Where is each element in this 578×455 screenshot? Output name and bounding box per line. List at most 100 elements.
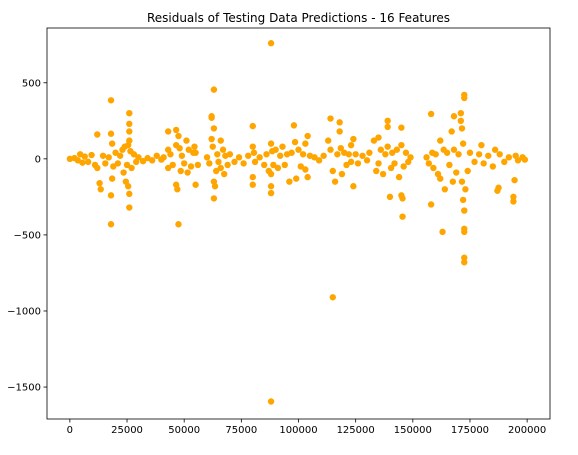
- data-point: [211, 183, 219, 190]
- data-point: [99, 152, 107, 159]
- data-point: [249, 122, 256, 130]
- data-point: [274, 164, 282, 172]
- data-point: [261, 161, 268, 169]
- data-point: [382, 151, 389, 158]
- data-point: [250, 149, 258, 156]
- x-tick-label: 50000: [168, 425, 200, 436]
- data-point: [120, 169, 127, 176]
- data-point: [400, 163, 407, 170]
- data-point: [267, 183, 275, 190]
- data-point: [521, 156, 529, 163]
- data-point: [272, 146, 279, 153]
- data-point: [267, 140, 275, 147]
- data-point: [175, 221, 182, 228]
- data-point: [475, 151, 483, 158]
- data-point: [267, 40, 275, 47]
- data-point: [84, 158, 92, 166]
- data-point: [249, 181, 256, 188]
- data-point: [350, 135, 357, 143]
- data-point: [231, 158, 238, 166]
- data-point: [226, 151, 234, 158]
- data-point: [461, 207, 468, 214]
- data-point: [215, 158, 222, 166]
- data-point: [495, 184, 502, 191]
- data-point: [337, 144, 344, 152]
- data-point: [130, 151, 138, 158]
- y-tick-label: 500: [22, 78, 41, 89]
- data-point: [505, 154, 513, 161]
- data-point: [164, 128, 172, 135]
- data-point: [407, 154, 414, 161]
- data-point: [343, 161, 350, 169]
- data-point: [373, 167, 380, 175]
- data-point: [302, 140, 309, 147]
- data-point: [203, 154, 211, 161]
- data-point: [126, 137, 133, 144]
- x-tick-label: 125000: [337, 425, 375, 436]
- data-point: [126, 204, 133, 211]
- data-point: [191, 143, 198, 150]
- data-point: [267, 398, 275, 405]
- data-point: [128, 164, 135, 172]
- data-point: [462, 186, 469, 193]
- data-point: [427, 201, 435, 208]
- data-point: [290, 122, 298, 129]
- data-point: [325, 137, 332, 144]
- data-point: [459, 140, 467, 147]
- data-point: [461, 254, 468, 261]
- data-point: [174, 186, 181, 193]
- data-point: [184, 169, 191, 176]
- data-point: [286, 178, 293, 185]
- data-point: [379, 170, 387, 178]
- data-point: [126, 120, 133, 128]
- data-point: [110, 163, 117, 170]
- data-point: [391, 160, 398, 167]
- data-point: [107, 221, 115, 228]
- data-point: [399, 195, 406, 202]
- data-point: [375, 134, 382, 141]
- data-point: [425, 160, 433, 167]
- data-point: [107, 192, 115, 199]
- data-point: [126, 128, 133, 135]
- data-point: [427, 110, 435, 118]
- x-tick-label: 150000: [394, 425, 432, 436]
- data-point: [336, 128, 343, 135]
- data-point: [175, 132, 182, 140]
- data-point: [176, 144, 183, 152]
- data-point: [245, 152, 252, 159]
- data-point: [302, 166, 309, 173]
- data-point: [206, 160, 213, 167]
- data-point: [311, 154, 318, 161]
- data-point: [432, 151, 439, 158]
- data-point: [480, 160, 487, 167]
- data-point: [123, 161, 131, 169]
- data-point: [124, 183, 132, 190]
- data-point: [384, 117, 391, 125]
- y-tick-label: −1000: [7, 306, 41, 317]
- data-point: [210, 125, 218, 132]
- data-point: [496, 151, 503, 158]
- x-tick-label: 175000: [451, 425, 489, 436]
- data-point: [281, 161, 288, 169]
- data-point: [510, 193, 517, 201]
- data-point: [293, 175, 300, 182]
- data-point: [180, 160, 188, 167]
- data-point: [107, 130, 115, 137]
- data-point: [304, 173, 311, 181]
- data-point: [267, 189, 275, 197]
- data-point: [94, 164, 101, 172]
- data-point: [235, 154, 243, 161]
- data-point: [437, 175, 444, 182]
- data-point: [511, 176, 518, 184]
- data-point: [329, 167, 336, 175]
- data-point: [315, 157, 323, 164]
- y-axis: 500 0 −500 −1000 −1500: [7, 78, 47, 394]
- data-point: [320, 152, 327, 159]
- data-point: [88, 151, 95, 159]
- data-point: [466, 149, 474, 156]
- data-point: [384, 143, 391, 150]
- data-point: [450, 113, 458, 120]
- data-point: [304, 132, 311, 140]
- y-tick-label: −500: [14, 230, 41, 241]
- data-point: [126, 190, 133, 198]
